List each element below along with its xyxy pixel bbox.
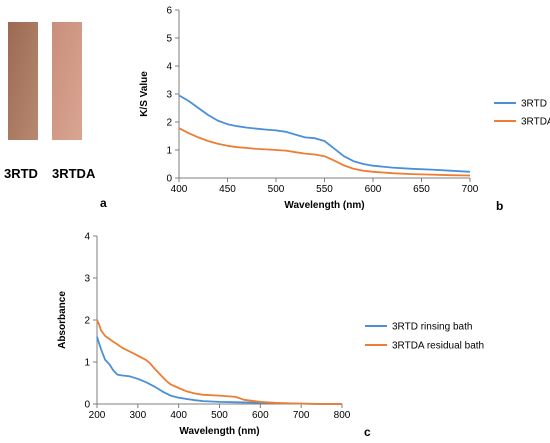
- legend-label-1: 3RTD: [521, 99, 547, 110]
- y-tick-label: 0: [166, 174, 172, 185]
- fabric-swatch-3rtd: [8, 22, 38, 140]
- series-line-1: [96, 336, 342, 405]
- chart-absorbance: 200 300 400 500 600 700 800 0 1 2 3 4 Wavelength (nm…: [57, 232, 484, 438]
- panel-label-c: c: [364, 425, 371, 439]
- x-tick-label: 700: [462, 184, 479, 195]
- x-tick-label: 300: [129, 410, 146, 421]
- legend-label-1: 3RTD rinsing bath: [392, 322, 472, 333]
- y-tick-label: 1: [84, 358, 90, 369]
- series-line-2: [96, 319, 342, 405]
- y-tick-label: 1: [166, 146, 172, 157]
- y-tick-label: 2: [84, 316, 90, 327]
- y-tick-label: 3: [166, 90, 172, 101]
- y-tick-label: 4: [84, 232, 90, 243]
- series-line-2: [178, 127, 471, 177]
- sample-label-3rtd: 3RTD: [4, 166, 38, 181]
- x-axis-title: Wavelength (nm): [284, 200, 364, 211]
- y-tick-label: 2: [166, 118, 172, 129]
- sample-label-3rtda: 3RTDA: [52, 166, 96, 181]
- series-line-1: [178, 94, 471, 173]
- y-tick-label: 6: [166, 6, 172, 17]
- x-tick-label: 600: [252, 410, 269, 421]
- x-tick-label: 400: [171, 184, 188, 195]
- fabric-swatch-3rtda: [52, 22, 82, 140]
- x-tick-label: 550: [316, 184, 333, 195]
- legend-label-2: 3RTDA residual bath: [392, 341, 484, 352]
- y-tick-label: 4: [166, 62, 172, 73]
- x-tick-label: 650: [413, 184, 430, 195]
- y-tick-label: 5: [166, 34, 172, 45]
- chart-ks-value: 400 450 500 550 600 650 700 0 1 2 3 4 5 6 Wavelength (…: [139, 6, 550, 212]
- y-tick-label: 3: [84, 274, 90, 285]
- panel-label-b: b: [496, 199, 503, 213]
- x-tick-label: 800: [334, 410, 351, 421]
- panel-label-a: a: [100, 196, 107, 210]
- x-axis-title: Wavelength (nm): [179, 426, 259, 437]
- x-tick-label: 500: [211, 410, 228, 421]
- y-axis-title: Absorbance: [57, 291, 68, 349]
- x-tick-label: 500: [268, 184, 285, 195]
- x-tick-label: 600: [365, 184, 382, 195]
- legend-label-2: 3RTDA: [521, 117, 550, 128]
- x-tick-label: 400: [170, 410, 187, 421]
- y-tick-label: 0: [84, 400, 90, 411]
- x-tick-label: 450: [219, 184, 236, 195]
- y-axis-title: K/S Value: [139, 71, 150, 117]
- x-tick-label: 700: [293, 410, 310, 421]
- x-tick-label: 200: [89, 410, 106, 421]
